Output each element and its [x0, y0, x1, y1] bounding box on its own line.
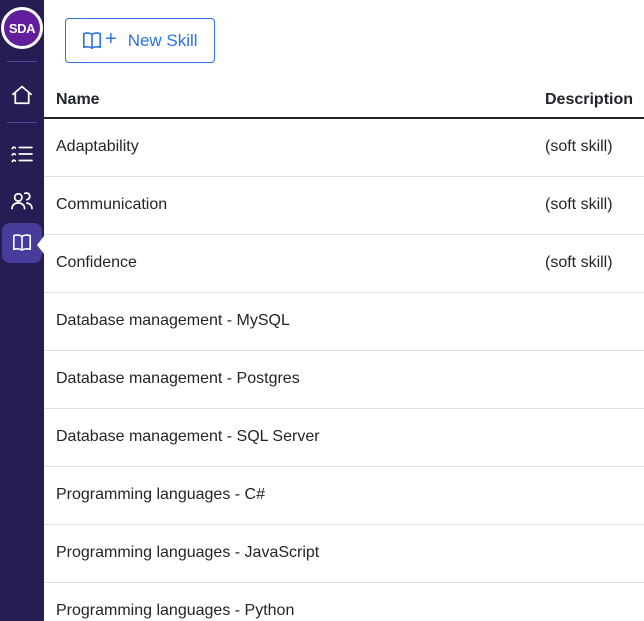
sidebar: SDA: [0, 0, 44, 621]
column-header-name: Name: [44, 86, 533, 119]
app-logo[interactable]: SDA: [1, 7, 43, 49]
table-row: Confidence (soft skill): [44, 234, 644, 293]
table-header-row: Name Description: [44, 86, 644, 119]
table-row: Programming languages - C#: [44, 466, 644, 525]
skill-name-cell: Programming languages - Python: [44, 582, 533, 621]
skill-name-cell: Programming languages - C#: [44, 466, 533, 525]
skill-description-cell: [533, 350, 644, 409]
home-icon: [9, 82, 35, 108]
plus-glyph: +: [105, 28, 117, 50]
skill-name-cell: Database management - SQL Server: [44, 408, 533, 467]
skill-description-cell: [533, 582, 644, 621]
skill-name-cell: Database management - MySQL: [44, 292, 533, 351]
app-logo-text: SDA: [8, 20, 36, 36]
new-skill-button[interactable]: + New Skill: [65, 18, 215, 63]
open-book-icon: [10, 231, 34, 255]
table-row: Programming languages - JavaScript: [44, 524, 644, 583]
skill-description-cell: (soft skill): [533, 234, 644, 293]
skill-description-cell: [533, 408, 644, 467]
skill-description-cell: [533, 524, 644, 583]
skill-description-cell: (soft skill): [533, 176, 644, 235]
people-icon: [9, 187, 35, 213]
table-row: Communication (soft skill): [44, 176, 644, 235]
sidebar-item-home[interactable]: [2, 82, 42, 108]
sidebar-item-lists[interactable]: [2, 141, 42, 167]
table-row: Database management - MySQL: [44, 292, 644, 351]
skill-name-cell: Confidence: [44, 234, 533, 293]
book-plus-icon: [80, 29, 104, 53]
skills-table: Name Description Adaptability (soft skil…: [44, 86, 644, 621]
skill-name-cell: Communication: [44, 176, 533, 235]
selected-item-notch: [37, 236, 44, 254]
table-row: Database management - SQL Server: [44, 408, 644, 467]
skill-name-cell: Database management - Postgres: [44, 350, 533, 409]
table-row: Programming languages - Python: [44, 582, 644, 621]
table-row: Adaptability (soft skill): [44, 118, 644, 177]
skill-name-cell: Programming languages - JavaScript: [44, 524, 533, 583]
skill-description-cell: (soft skill): [533, 118, 644, 177]
content-area: + New Skill Name Description Adaptabilit…: [37, 0, 644, 621]
column-header-description: Description: [533, 86, 644, 119]
table-row: Database management - Postgres: [44, 350, 644, 409]
task-list-icon: [9, 141, 35, 167]
skill-description-cell: [533, 292, 644, 351]
skill-name-cell: Adaptability: [44, 118, 533, 177]
sidebar-divider: [7, 61, 37, 62]
new-skill-button-label: New Skill: [127, 30, 198, 50]
sidebar-item-skills-selected[interactable]: [2, 223, 42, 263]
sidebar-item-people[interactable]: [2, 187, 42, 213]
skill-description-cell: [533, 466, 644, 525]
sidebar-divider: [7, 122, 37, 123]
